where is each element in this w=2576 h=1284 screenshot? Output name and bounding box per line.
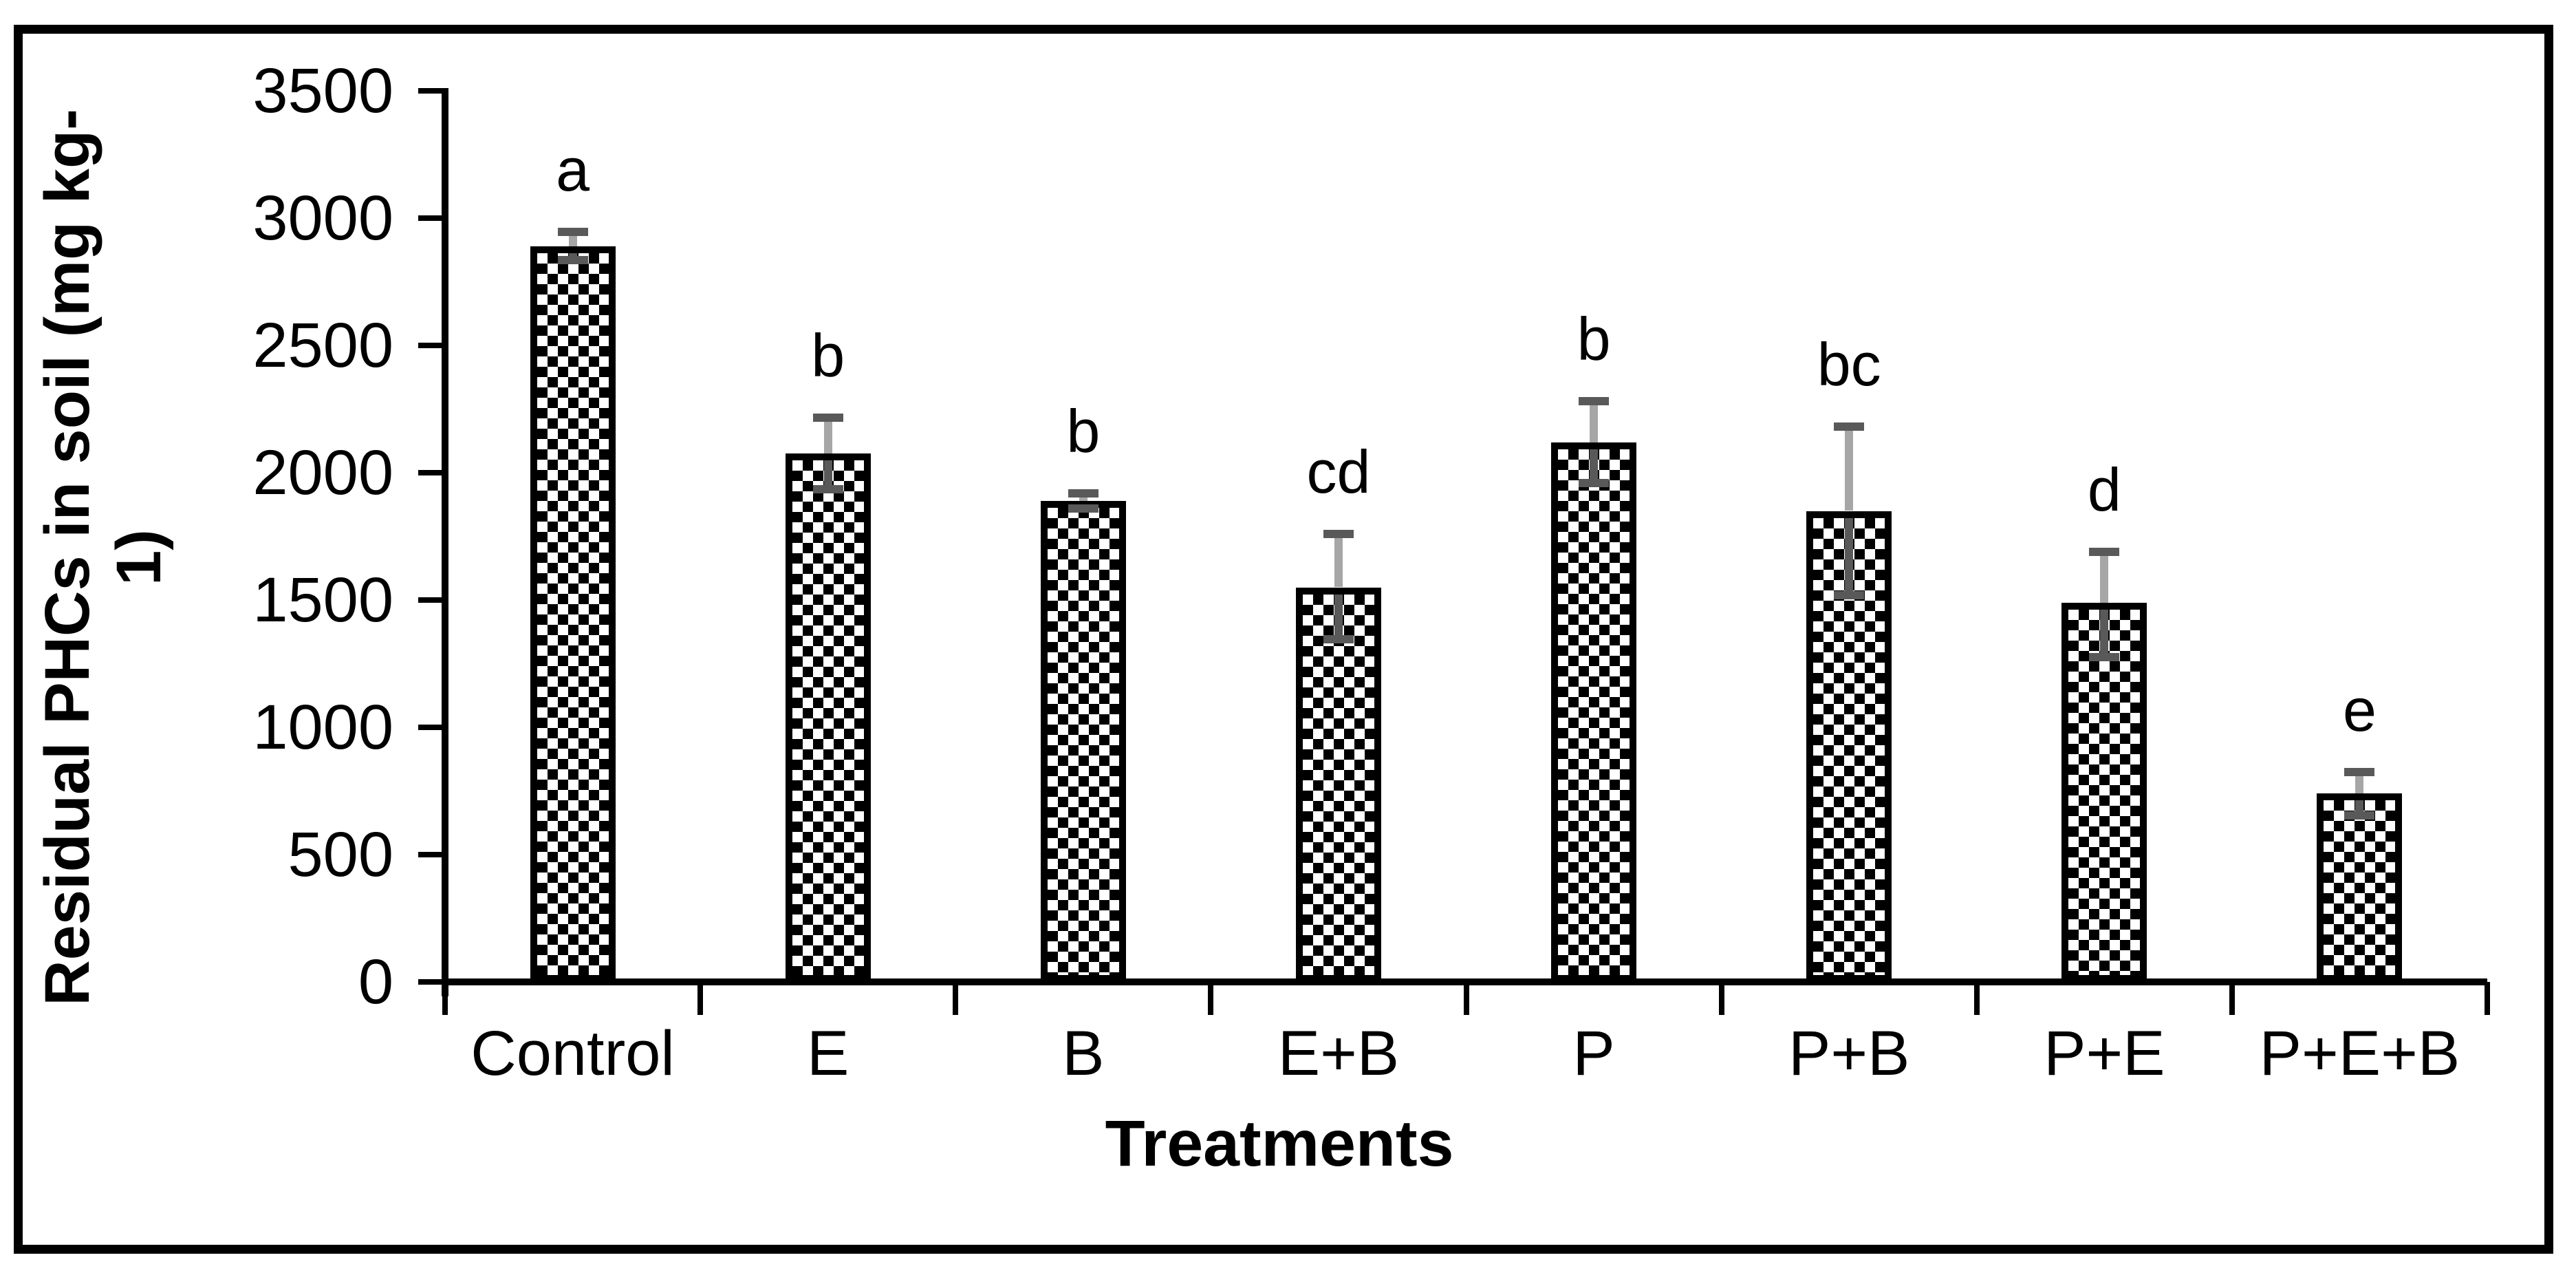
y-tick-label: 3000 [252,183,393,253]
error-bar-cap-bottom-e [812,485,843,494]
x-axis-tick [1463,982,1469,1015]
x-category-label-control: Control [470,1018,675,1089]
sig-letter-p: b [1577,305,1611,374]
error-bar-cap-top-p [1579,397,1610,406]
x-category-label-p-b: P+B [1788,1018,1910,1089]
y-tick-label: 1500 [252,565,393,635]
error-bar-cap-bottom-control [557,256,588,265]
x-axis-tick [2229,982,2235,1015]
x-category-label-e: E [807,1018,849,1089]
x-axis-tick [1973,982,1980,1015]
error-bar-upper-p-e-b [2355,771,2364,794]
x-axis-tick [1718,982,1724,1015]
sig-letter-control: a [556,136,590,204]
error-bar-cap-top-control [557,228,588,237]
error-bar-upper-e-b [1334,533,1343,588]
x-axis-tick [953,982,959,1015]
y-axis-tick [418,343,442,348]
error-bar-cap-top-p-b [1834,422,1865,431]
error-bar-lower-p-e [2100,609,2109,658]
y-tick-label: 0 [358,947,393,1017]
error-bar-lower-e [823,460,832,490]
bar-e [785,453,871,982]
y-axis-title-line1: Residual PHCs in soil (mg kg- [32,109,102,1006]
x-axis-tick [442,982,448,1015]
y-axis-tick [418,725,442,730]
y-axis-tick [418,597,442,603]
error-bar-cap-top-e [812,414,843,422]
y-axis-tick [418,215,442,221]
bar-e-b [1295,587,1381,982]
error-bar-cap-top-p-e [2089,547,2120,556]
bar-control [530,246,616,982]
error-bar-upper-p [1590,401,1599,442]
x-axis-tick [697,982,704,1015]
y-axis-tick [418,470,442,475]
y-axis-title-line2: 1) [104,529,174,586]
error-bar-cap-bottom-e-b [1323,635,1354,644]
bar-b [1040,500,1126,982]
y-tick-label: 2000 [252,438,393,508]
y-tick-label: 2500 [252,310,393,381]
error-bar-cap-top-p-e-b [2344,767,2375,776]
error-bar-cap-bottom-p-b [1834,590,1865,599]
sig-letter-p-e: d [2087,455,2121,524]
sig-letter-e-b: cd [1306,437,1371,506]
sig-letter-e: b [811,321,845,390]
x-axis-tick [2485,982,2490,1015]
error-bar-upper-p-e [2100,551,2109,603]
error-bar-upper-e [823,418,832,454]
error-bar-upper-p-b [1845,427,1854,511]
sig-letter-p-b: bc [1817,330,1881,399]
x-axis-title: Treatments [0,1109,2576,1178]
x-category-label-p-e: P+E [2044,1018,2165,1089]
bar-p-e-b [2317,793,2403,982]
error-bar-lower-p-b [1845,517,1854,595]
x-category-label-b: B [1062,1018,1105,1089]
error-bar-cap-bottom-b [1068,504,1098,513]
error-bar-cap-top-e-b [1323,529,1354,538]
y-tick-label: 3500 [252,56,393,126]
bar-p [1551,442,1637,982]
error-bar-cap-bottom-p-e [2089,653,2120,662]
y-tick-label: 1000 [252,692,393,762]
bar-p-e [2061,602,2147,982]
sig-letter-b: b [1066,396,1101,465]
chart-frame [14,25,2553,1254]
y-axis-line [442,88,448,996]
y-axis-tick [418,88,442,94]
x-axis-title-text: Treatments [1105,1107,1454,1180]
error-bar-cap-bottom-p-e-b [2344,811,2375,820]
x-category-label-p-e-b: P+E+B [2259,1018,2460,1089]
y-tick-label: 500 [288,820,394,890]
error-bar-lower-p [1590,449,1599,483]
x-category-label-e-b: E+B [1277,1018,1400,1089]
error-bar-cap-top-b [1068,489,1098,497]
x-axis-tick [1208,982,1214,1015]
y-axis-tick [418,979,442,985]
sig-letter-p-e-b: e [2342,675,2377,744]
error-bar-lower-e-b [1334,594,1343,640]
x-category-label-p: P [1572,1018,1615,1089]
error-bar-cap-bottom-p [1579,478,1610,487]
y-axis-tick [418,852,442,857]
